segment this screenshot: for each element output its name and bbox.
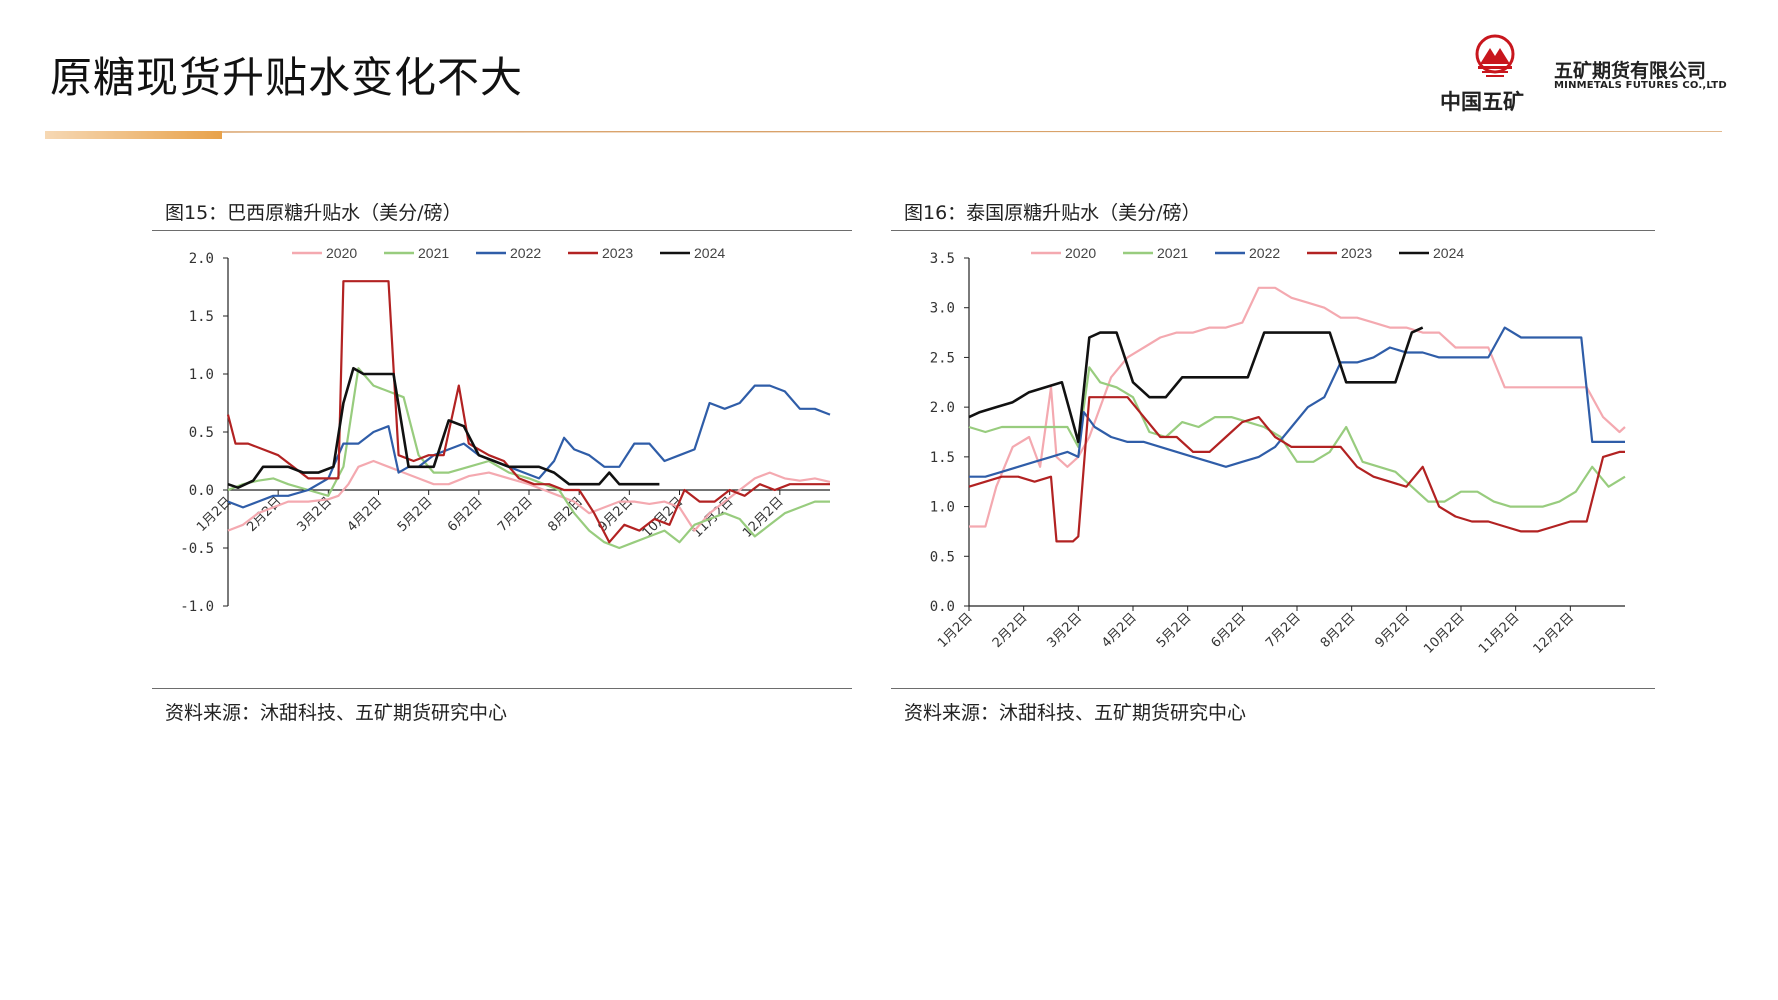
y-tick-label: 0.0 [189,483,214,499]
y-tick-label: 2.0 [189,251,214,267]
x-tick-label: 7月2日 [1263,610,1304,651]
legend-label-2021: 2021 [418,245,449,261]
y-tick-label: 1.5 [930,450,955,466]
series-line-2022 [969,326,1625,478]
series-line-2022 [227,384,831,509]
y-tick-label: 1.0 [930,500,955,516]
x-tick-label: 6月2日 [445,494,486,535]
mountain-emblem-icon [1475,34,1515,77]
y-tick-label: 3.0 [930,301,955,317]
x-tick-label: 1月2日 [194,494,235,535]
legend-label-2021: 2021 [1157,245,1188,261]
page-title: 原糖现货升贴水变化不大 [50,53,524,102]
legend-label-2023: 2023 [602,245,633,261]
x-tick-label: 10月2日 [1421,610,1468,657]
series-line-2023 [226,280,830,544]
figure-15-bottom-rule [152,688,852,689]
legend-label-2020: 2020 [1065,245,1096,261]
legend-label-2024: 2024 [694,245,725,261]
y-tick-label: 2.0 [930,400,955,416]
legend-label-2023: 2023 [1341,245,1372,261]
series-line-2024 [968,326,1424,444]
y-tick-label: 1.0 [189,367,214,383]
logo-company-name: 五矿期货有限公司 [1554,60,1707,82]
x-tick-label: 9月2日 [1372,610,1413,651]
figure-16-title: 图16：泰国原糖升贴水（美分/磅） [904,202,1201,224]
figure-16-panel: 图16：泰国原糖升贴水（美分/磅） 3.5 3.0 2.5 2.0 1.5 1.0 0.5 0… [891,198,1655,738]
figure-16-source: 资料来源：沐甜科技、五矿期货研究中心 [904,702,1247,724]
y-tick-label: -1.0 [180,599,214,615]
x-tick-label: 7月2日 [495,494,536,535]
y-tick-label: 3.5 [930,251,955,267]
legend-label-2020: 2020 [326,245,357,261]
x-tick-label: 6月2日 [1208,610,1249,651]
company-logo: 中国五矿 五矿期货有限公司 MINMETALS FUTURES CO.,LTD [1430,34,1730,114]
figure-15-title: 图15：巴西原糖升贴水（美分/磅） [165,202,462,224]
x-tick-label: 2月2日 [244,494,285,535]
y-tick-label: -0.5 [180,541,214,557]
series-line-2021 [968,366,1626,508]
figure-16-bottom-rule [891,688,1655,689]
x-tick-label: 4月2日 [345,494,386,535]
y-tick-label: 0.5 [189,425,214,441]
x-tick-label: 5月2日 [395,494,436,535]
x-tick-label: 2月2日 [990,610,1031,651]
logo-company-en: MINMETALS FUTURES CO.,LTD [1554,80,1727,91]
figure-15-source: 资料来源：沐甜科技、五矿期货研究中心 [165,702,508,724]
x-tick-label: 3月2日 [1044,610,1085,651]
header-rule [45,131,1722,139]
figure-16-top-rule [891,230,1655,231]
x-tick-label: 11月2日 [1476,610,1523,657]
x-tick-label: 5月2日 [1154,610,1195,651]
logo-cn-name: 中国五矿 [1440,90,1524,114]
y-tick-label: 0.0 [930,599,955,615]
y-tick-label: 2.5 [930,350,955,366]
y-tick-label: 1.5 [189,309,214,325]
figure-15-panel: 图15：巴西原糖升贴水（美分/磅） 2.0 1.5 1.0 0.5 0.0 -0.5 -1.… [152,198,852,738]
series-line-2020 [227,459,831,532]
y-tick-label: 0.5 [930,549,955,565]
series-line-2020 [969,286,1626,528]
x-tick-label: 4月2日 [1099,610,1140,651]
x-tick-label: 12月2日 [1531,610,1578,657]
legend-label-2022: 2022 [1249,245,1280,261]
figure-15-top-rule [152,230,852,231]
x-tick-label: 1月2日 [935,610,976,651]
series-line-2024 [227,366,660,489]
legend-label-2022: 2022 [510,245,541,261]
x-tick-label: 8月2日 [1318,610,1359,651]
legend-label-2024: 2024 [1433,245,1464,261]
series-line-2023 [968,396,1625,543]
